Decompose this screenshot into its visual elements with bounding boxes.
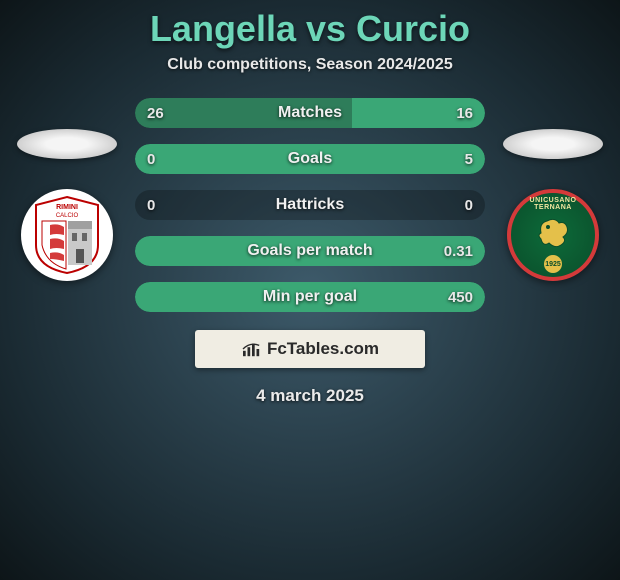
footer-brand-box: FcTables.com (195, 330, 425, 368)
svg-text:CALCIO: CALCIO (56, 213, 79, 219)
page-title: Langella vs Curcio (0, 8, 620, 50)
footer-brand-text: FcTables.com (267, 339, 379, 359)
stat-value-left: 0 (147, 151, 155, 168)
stat-value-right: 0.31 (444, 243, 473, 260)
subtitle: Club competitions, Season 2024/2025 (0, 56, 620, 74)
stat-bar: Min per goal450 (135, 282, 485, 312)
player-right-avatar-placeholder (503, 129, 603, 159)
stat-bar: Hattricks0 0 (135, 190, 485, 220)
team-right-crest: UNICUSANO TERNANA 1925 (507, 189, 599, 281)
main-row: RIMINI CALCIO Matches2616Goals05Hattrick… (0, 98, 620, 312)
comparison-card: Langella vs Curcio Club competitions, Se… (0, 0, 620, 406)
stat-value-left: 0 (147, 197, 155, 214)
ternana-dragon-icon (533, 213, 573, 253)
player-left-avatar-placeholder (17, 129, 117, 159)
stat-value-right: 5 (465, 151, 473, 168)
player-left-column: RIMINI CALCIO (7, 129, 127, 281)
stat-label: Min per goal (135, 288, 485, 306)
team-left-crest: RIMINI CALCIO (21, 189, 113, 281)
crest-right-text-top: UNICUSANO (530, 197, 577, 204)
player-right-column: UNICUSANO TERNANA 1925 (493, 129, 613, 281)
stat-bar: Matches26 16 (135, 98, 485, 128)
stat-label: Goals per match (135, 242, 485, 260)
bar-chart-icon (241, 340, 263, 358)
stat-bar: Goals0 5 (135, 144, 485, 174)
stats-column: Matches2616Goals05Hattricks00Goals per m… (135, 98, 485, 312)
stat-value-left: 26 (147, 105, 164, 122)
stat-label: Hattricks (135, 196, 485, 214)
svg-text:RIMINI: RIMINI (56, 204, 78, 211)
stat-value-right: 0 (465, 197, 473, 214)
stat-value-right: 16 (456, 105, 473, 122)
stat-label: Goals (135, 150, 485, 168)
date-label: 4 march 2025 (0, 386, 620, 406)
crest-right-year: 1925 (544, 255, 562, 273)
stat-value-right: 450 (448, 289, 473, 306)
rimini-shield-icon: RIMINI CALCIO (32, 195, 102, 275)
crest-right-text-mid: TERNANA (534, 204, 572, 211)
stat-bar: Goals per match0.31 (135, 236, 485, 266)
stat-label: Matches (135, 104, 485, 122)
